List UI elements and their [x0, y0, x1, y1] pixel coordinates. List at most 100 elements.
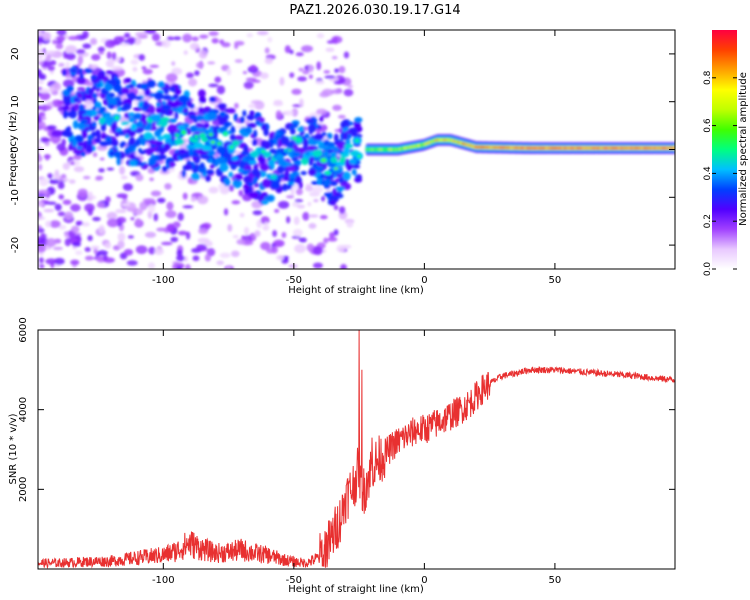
noise-blob [196, 243, 207, 251]
noise-blob [105, 59, 115, 68]
noise-blob [243, 81, 254, 90]
ridge-blob [317, 144, 326, 149]
noise-blob [42, 31, 52, 41]
noise-blob [154, 247, 164, 256]
signal-blob [143, 100, 149, 106]
ridge-hot [217, 142, 222, 146]
noise-blob [216, 260, 225, 266]
ridge-hot [261, 149, 266, 153]
signal-blob [113, 84, 123, 92]
noise-blob [346, 221, 354, 228]
noise-blob [182, 205, 194, 209]
noise-blob [329, 231, 335, 239]
signal-blob [84, 126, 90, 132]
signal-blob [184, 163, 193, 171]
signal-blob [269, 148, 277, 154]
y-tick-label: 20 [10, 48, 21, 61]
noise-blob [103, 257, 115, 263]
signal-blob [207, 111, 218, 121]
noise-blob [340, 264, 347, 269]
noise-blob [264, 57, 273, 65]
signal-blob [251, 168, 261, 176]
noise-blob [323, 70, 331, 74]
signal-blob [345, 138, 351, 146]
snr-y-ticks: 2000 4000 6000 [18, 317, 675, 502]
noise-blob [84, 255, 94, 261]
noise-blob [204, 253, 212, 262]
colorbar-gradient [712, 30, 737, 269]
noise-blob [288, 264, 298, 268]
noise-blob [225, 266, 232, 269]
noise-blob [276, 255, 285, 261]
signal-blob [197, 89, 206, 98]
noise-blob [90, 245, 100, 250]
signal-blob [217, 103, 227, 109]
noise-blob [45, 154, 50, 161]
noise-blob [283, 256, 289, 261]
noise-blob [296, 204, 306, 209]
signal-blob [198, 96, 207, 104]
noise-blob [274, 208, 280, 214]
noise-blob [251, 200, 263, 209]
ridge-blob [160, 117, 170, 122]
x-tick-label: -100 [152, 575, 175, 586]
noise-blob [135, 218, 141, 225]
signal-blob [134, 95, 142, 101]
noise-blob [285, 216, 291, 224]
ridge-blob [120, 121, 130, 126]
noise-blob [92, 216, 101, 222]
signal-blob [72, 149, 83, 155]
noise-blob [194, 70, 200, 76]
signal-blob [67, 110, 77, 118]
noise-blob [150, 190, 162, 197]
signal-blob [121, 87, 130, 95]
signal-blob [99, 140, 109, 147]
noise-blob [226, 67, 232, 76]
signal-blob [342, 171, 351, 181]
noise-blob [117, 240, 125, 249]
signal-blob [304, 133, 310, 139]
signal-blob [199, 162, 205, 170]
signal-blob [157, 81, 166, 88]
chart-title: PAZ1.2026.030.19.17.G14 [289, 3, 460, 18]
ridge-blob [348, 158, 357, 165]
signal-blob [317, 140, 325, 146]
noise-blob [196, 61, 204, 69]
noise-blob [38, 236, 44, 245]
noise-blob [91, 53, 101, 61]
ridge-blob [169, 118, 177, 124]
noise-blob [234, 102, 239, 109]
noise-blob [267, 36, 273, 43]
ridge-hot [325, 171, 330, 175]
ridge-blob [128, 112, 135, 117]
noise-blob [321, 88, 334, 97]
noise-blob [98, 168, 105, 173]
signal-blob [107, 97, 117, 105]
noise-blob [90, 37, 98, 45]
noise-blob [82, 175, 91, 180]
noise-blob [38, 243, 46, 253]
signal-blob [181, 169, 186, 178]
noise-blob [243, 226, 250, 236]
noise-blob [302, 70, 310, 75]
ridge-blob [157, 120, 168, 127]
noise-blob [176, 254, 185, 262]
noise-blob [192, 255, 200, 262]
noise-blob [39, 264, 45, 269]
signal-blob [93, 115, 101, 121]
ridge-hot [114, 116, 119, 120]
noise-blob [333, 204, 339, 211]
noise-blob [98, 51, 105, 55]
ridge-blob [174, 138, 185, 146]
noise-blob [290, 187, 295, 196]
noise-blob [312, 186, 323, 194]
noise-blob [127, 235, 134, 239]
noise-blob [47, 65, 55, 71]
noise-blob [142, 68, 153, 75]
noise-blob [298, 67, 304, 72]
noise-blob [38, 80, 45, 85]
noise-blob [45, 258, 57, 265]
noise-blob [272, 230, 278, 238]
signal-blob [148, 156, 157, 166]
